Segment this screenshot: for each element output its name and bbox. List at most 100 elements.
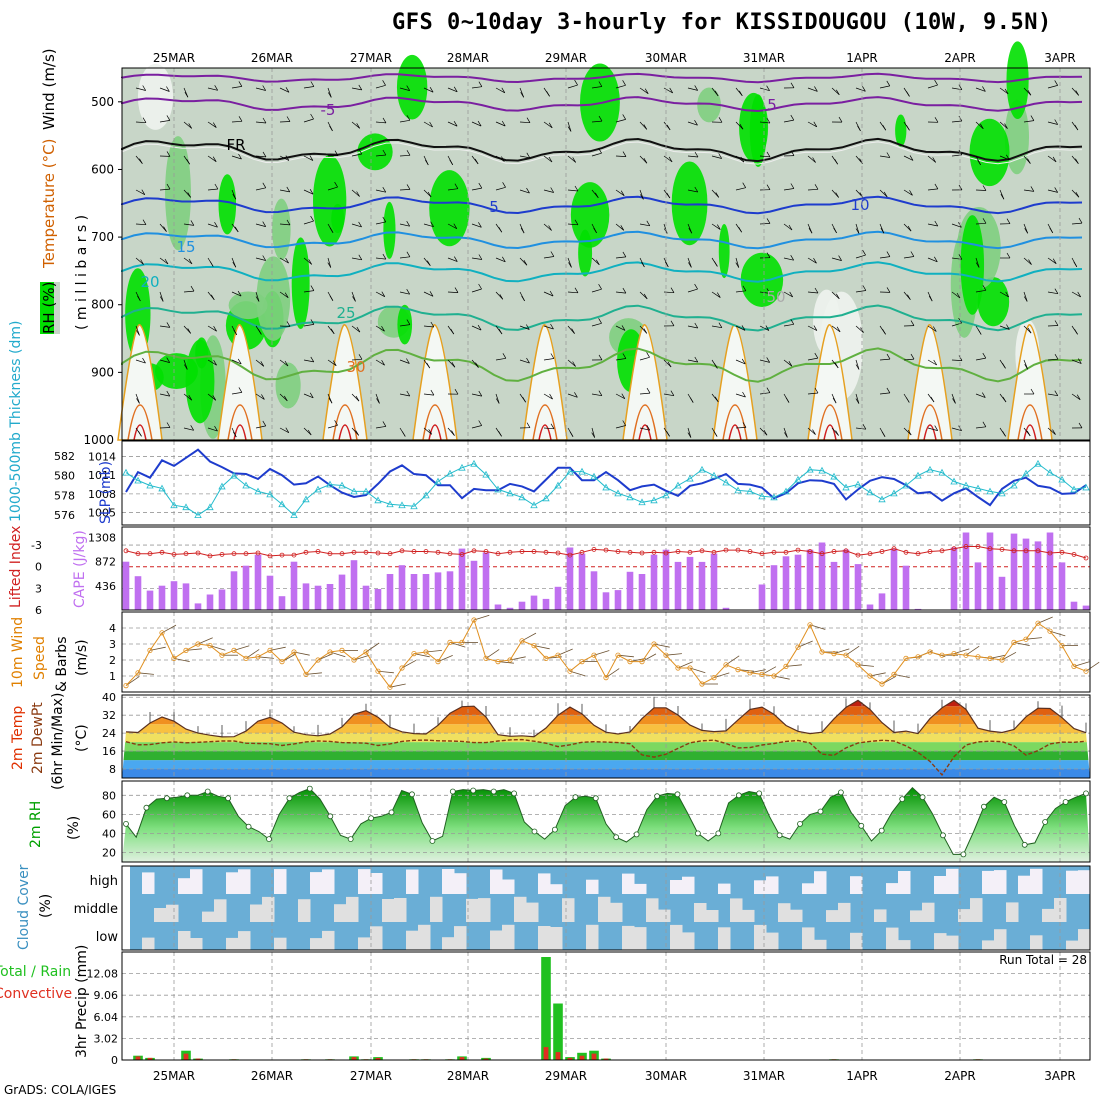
wind-barb <box>327 186 338 191</box>
lifted-index-point <box>939 548 945 554</box>
wind-barb-flag <box>688 262 692 268</box>
cloud-cell <box>538 873 551 894</box>
wind-barb-flag <box>741 358 746 365</box>
lifted-index-point <box>591 547 597 552</box>
cloud-ylabel: Cloud Cover <box>16 864 32 950</box>
cape-bar <box>482 552 490 610</box>
surface-wind-barb <box>1049 630 1066 637</box>
wind-speed-point <box>771 673 777 679</box>
wind-barb-flag <box>1002 431 1006 437</box>
thickness-point <box>782 487 790 495</box>
cloud-cell <box>274 869 287 894</box>
wind-barb-flag <box>406 115 411 121</box>
wind-barb <box>975 87 986 92</box>
wind-barb-flag <box>1027 327 1032 334</box>
wind-barb-flag <box>327 262 332 268</box>
cape-bar <box>158 585 166 610</box>
surface-wind-barb <box>809 624 826 630</box>
temp-contour-30 <box>907 324 953 441</box>
wind-speed-point <box>567 668 573 674</box>
chart-title: GFS 0~10day 3-hourly for KISSIDOUGOU (10… <box>392 10 1052 35</box>
temp-contour-30 <box>522 324 568 441</box>
date-label-top: 25MAR <box>153 51 195 65</box>
lifted-index-point <box>507 549 513 555</box>
lifted-index-point <box>879 549 885 554</box>
wind-speed-point <box>915 654 921 660</box>
cape-bar <box>782 556 790 610</box>
cape-bar <box>1082 605 1090 610</box>
wind-barb-flag <box>159 296 164 302</box>
surface-wind-barb <box>1013 642 1030 646</box>
lifted-index-point <box>183 551 189 557</box>
wind-barb-flag <box>550 251 555 257</box>
wind-barb <box>735 393 746 398</box>
wind-speed-point <box>555 652 561 658</box>
wind-barb <box>759 427 768 436</box>
wind-barb-flag <box>789 291 794 298</box>
wind-speed-point <box>531 642 537 649</box>
thickness-point <box>830 472 838 480</box>
wind-speed-point <box>159 630 165 636</box>
thickness-point <box>158 484 166 492</box>
wind-barb <box>231 291 242 297</box>
wind-barb-flag <box>478 283 482 290</box>
isotherm-minus10 <box>121 72 1083 84</box>
surface-wind-barb <box>425 650 442 653</box>
wind-speed-point <box>939 652 945 658</box>
cape-bar <box>542 598 550 610</box>
lifted-index-point <box>267 553 273 559</box>
wind-barb <box>807 155 816 163</box>
wind-barb <box>999 291 1009 298</box>
wind-barb-flag <box>862 86 866 92</box>
thickness-point <box>434 477 442 485</box>
cloud-cell <box>454 926 467 950</box>
surface-wind-barb <box>437 655 453 662</box>
wind-barb <box>903 155 914 161</box>
rh-legend-swatch-light <box>54 282 60 334</box>
wind-speed-point <box>315 657 321 663</box>
wind-speed-point <box>1035 620 1041 626</box>
wind-barb-flag <box>862 424 867 430</box>
rh-unit-label: (%) <box>66 816 82 840</box>
rh-point <box>817 808 824 815</box>
rh-patch <box>256 256 291 341</box>
temp-contour-40 <box>538 424 552 441</box>
wind-barb-flag <box>790 114 795 121</box>
thickness-point <box>662 491 670 499</box>
wind-speed-point <box>171 655 177 662</box>
cape-bar <box>338 574 346 610</box>
wind-tick: 1 <box>109 670 116 683</box>
wind-barb-flag <box>186 159 191 165</box>
lifted-index-point <box>831 549 837 554</box>
rh-point <box>531 828 538 835</box>
thickness-point <box>506 489 514 497</box>
wind-barb-flag <box>382 187 387 193</box>
wind-speed-point <box>855 662 861 668</box>
thickness-point <box>998 489 1006 497</box>
cross-section-frame <box>121 67 1091 441</box>
wind-barb <box>303 155 314 161</box>
rh-point <box>245 823 252 830</box>
wind-barb <box>735 325 746 331</box>
cloud-cell <box>406 869 419 894</box>
temp-contour-30 <box>1007 324 1053 441</box>
wind-barb-flag <box>475 362 479 368</box>
wind-barb-flag <box>355 430 360 436</box>
lifted-index-point <box>819 551 825 557</box>
temp-tick: 8 <box>109 763 116 776</box>
wind-barb <box>471 257 482 260</box>
cape-bar <box>950 547 958 610</box>
wind-barb <box>351 257 362 261</box>
wind-barb <box>927 325 937 332</box>
contour-label: 15 <box>176 238 195 256</box>
wind-barb <box>639 392 651 395</box>
wind-barb <box>495 87 505 94</box>
lifted-index-point <box>951 546 957 552</box>
wind-barb-flag <box>694 151 699 158</box>
cloud-cell <box>706 910 719 922</box>
lifted-index-point <box>891 546 897 552</box>
wind-barb-flag <box>1054 288 1059 294</box>
wind-speed-point <box>699 681 705 687</box>
wind-barb <box>495 155 505 162</box>
